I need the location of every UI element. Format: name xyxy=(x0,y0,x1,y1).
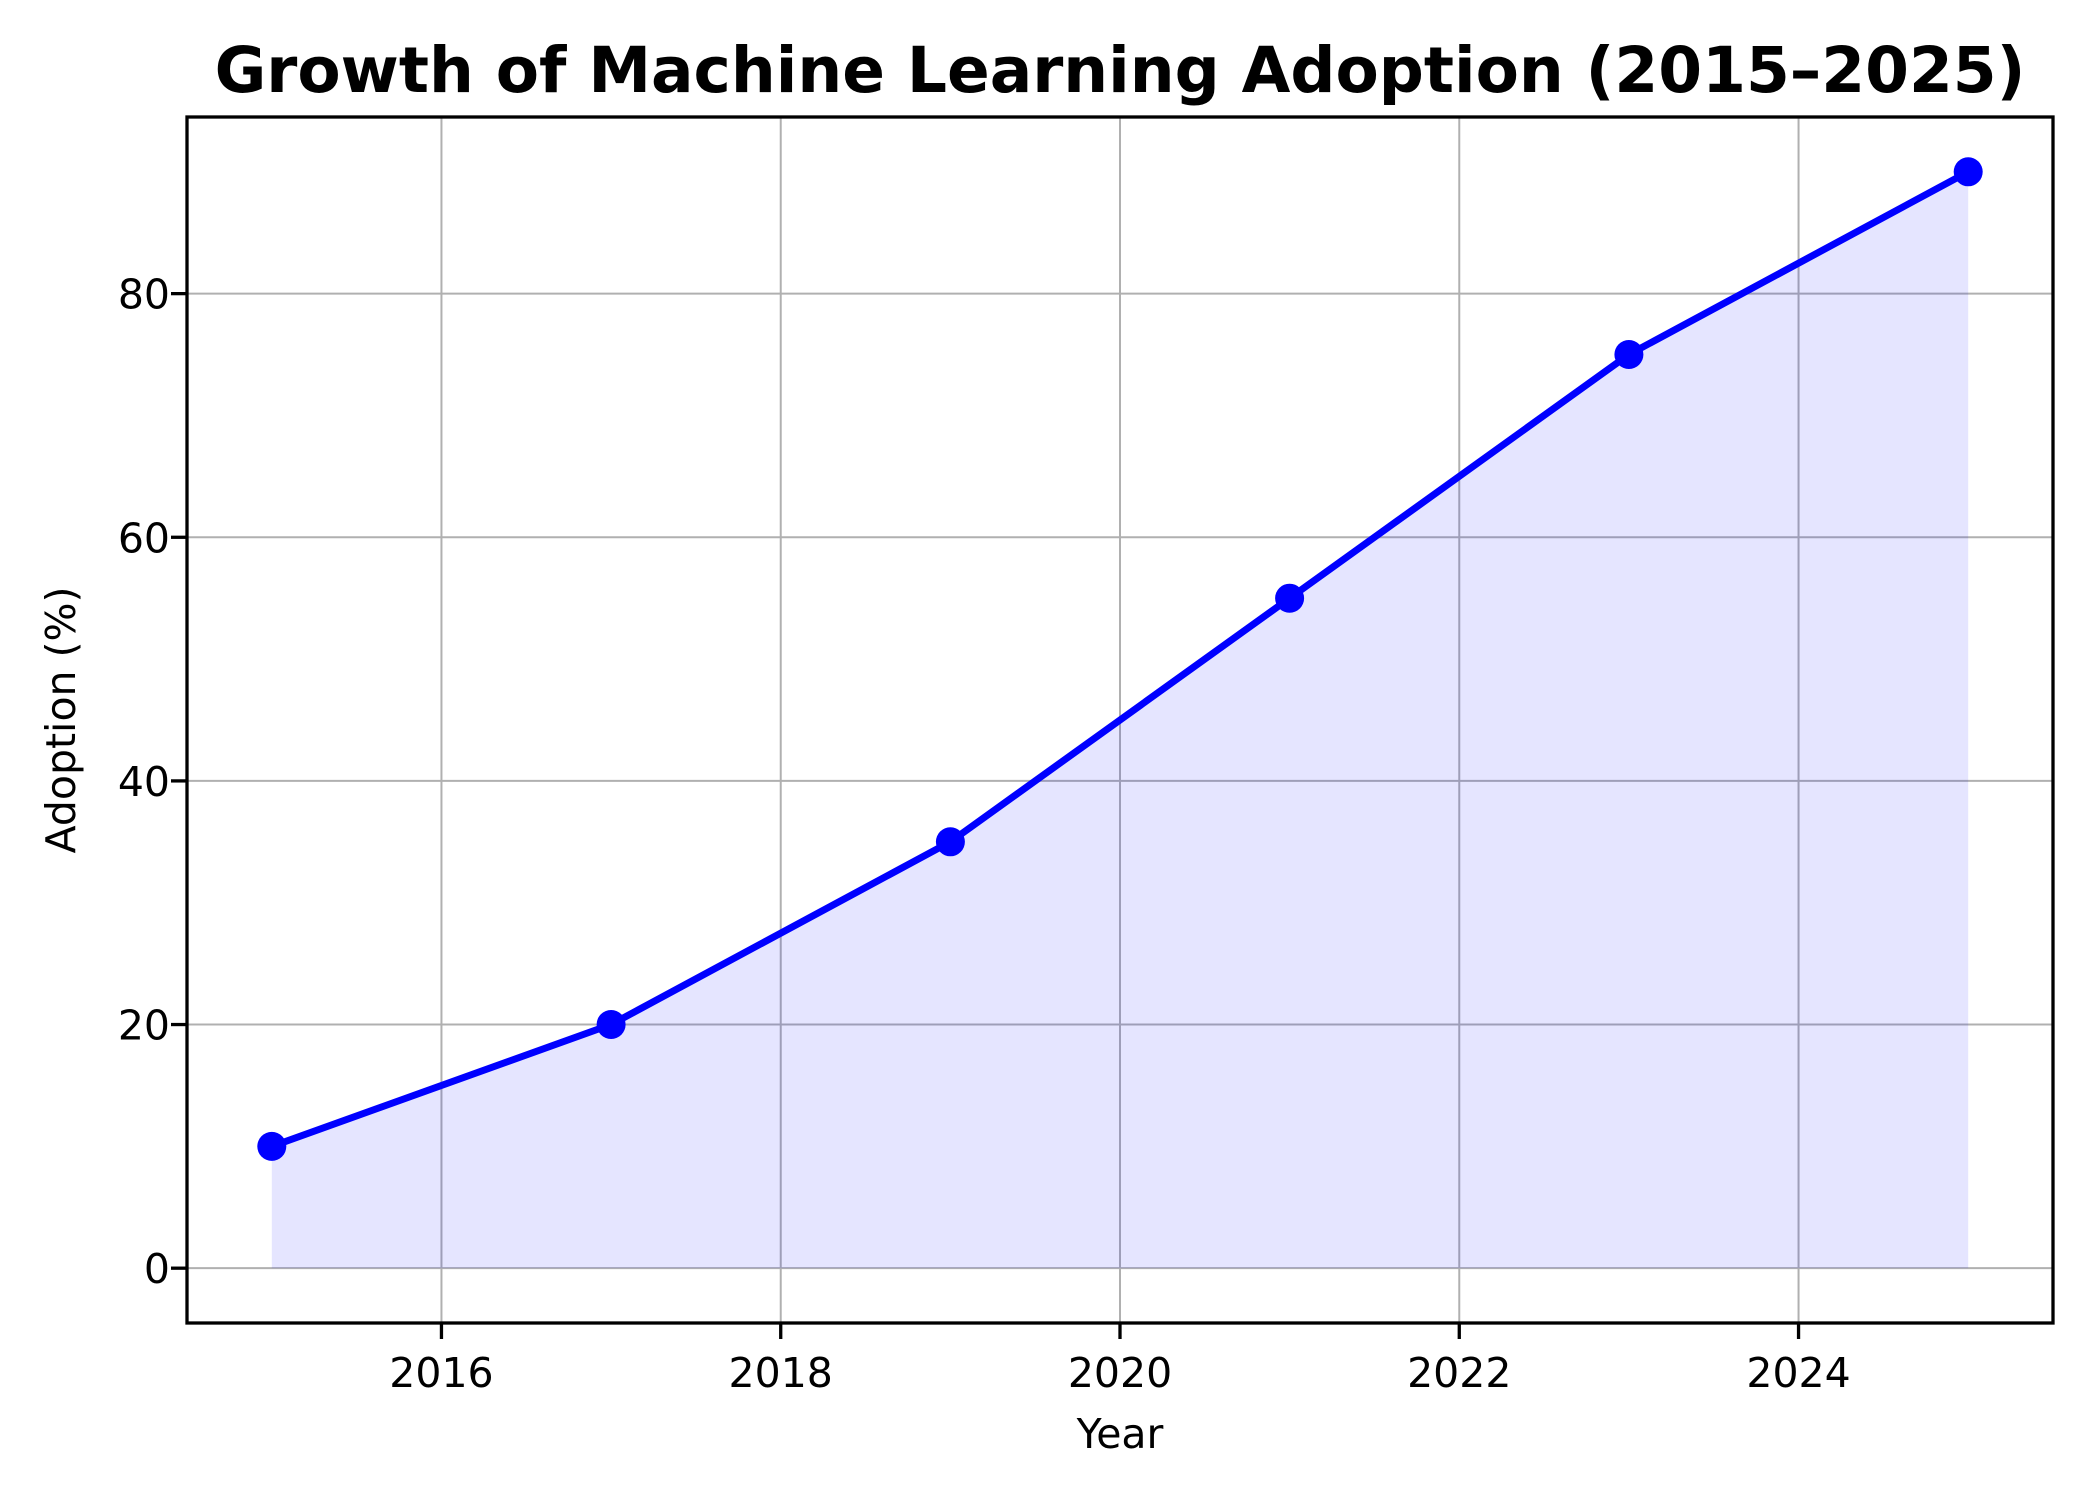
data-point-marker xyxy=(935,827,965,857)
x-tick-label: 2016 xyxy=(389,1349,493,1397)
y-tick-label: 60 xyxy=(118,514,170,562)
chart-title: Growth of Machine Learning Adoption (201… xyxy=(215,34,2026,107)
y-tick-label: 20 xyxy=(118,1002,170,1050)
data-point-marker xyxy=(257,1131,287,1161)
data-markers xyxy=(257,157,1983,1161)
tick-marks xyxy=(171,291,1801,1339)
plot-frame xyxy=(185,115,2055,1325)
y-axis-label: Adoption (%) xyxy=(37,587,85,854)
tick-labels: 2016 2018 2020 2022 2024 0 20 40 60 80 xyxy=(118,271,1851,1397)
y-tick-label: 80 xyxy=(118,271,170,319)
data-line xyxy=(268,168,1972,1150)
x-tick-label: 2022 xyxy=(1407,1349,1511,1397)
x-tick-label: 2024 xyxy=(1746,1349,1850,1397)
x-tick-label: 2020 xyxy=(1068,1349,1172,1397)
adoption-line xyxy=(268,168,1972,1150)
data-point-marker xyxy=(596,1010,626,1039)
data-point-marker xyxy=(1275,583,1305,613)
axes-border xyxy=(185,115,2055,1325)
x-axis-label: Year xyxy=(1076,1410,1164,1458)
area-fill xyxy=(271,171,1969,1269)
y-tick-label: 0 xyxy=(144,1245,170,1293)
x-tick-label: 2018 xyxy=(729,1349,833,1397)
data-point-marker xyxy=(1614,340,1644,369)
data-point-marker xyxy=(1953,157,1983,187)
y-tick-label: 40 xyxy=(118,758,170,806)
area-fill-polygon xyxy=(271,171,1969,1269)
